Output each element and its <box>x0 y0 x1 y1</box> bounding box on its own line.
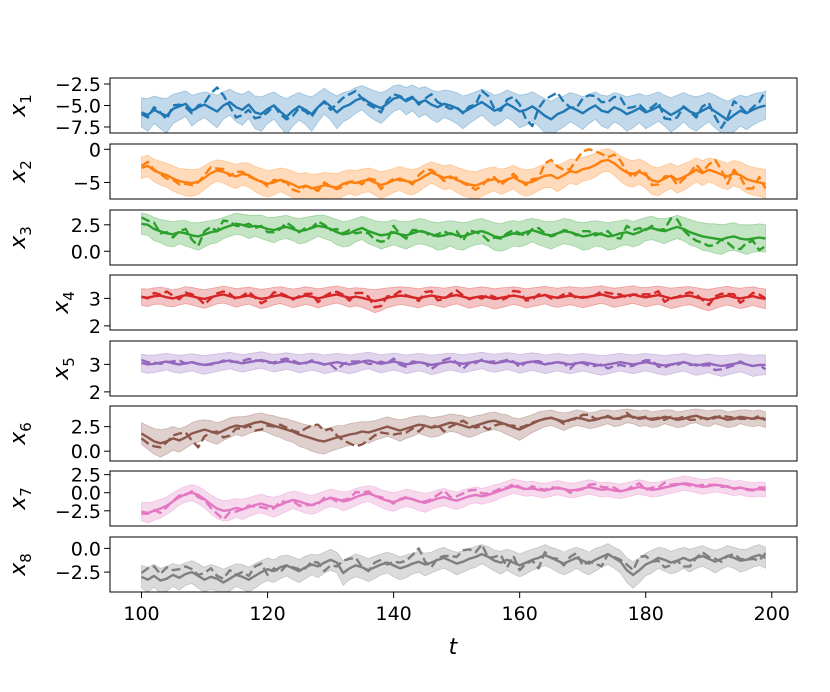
y-tick-label: 2 <box>89 382 101 404</box>
x-tick-label: 100 <box>123 603 159 625</box>
y-tick-label: 2.5 <box>71 465 101 487</box>
subplot-x1: −2.5−5.0−7.5 x1 <box>6 74 798 139</box>
subplot-frame <box>109 340 798 397</box>
subplot-x2: 0 −5 x2 <box>6 139 798 200</box>
subplot-frame <box>109 209 798 266</box>
uncertainty-band-x6 <box>141 408 766 458</box>
y-axis-label-x1: x1 <box>6 94 35 118</box>
truth-line-x5 <box>141 356 767 372</box>
subplot-x8: 0.0−2.5 x8 <box>6 536 798 593</box>
subplot-frame <box>109 405 798 462</box>
y-tick-label: 0.0 <box>71 241 101 263</box>
y-tick-label: −2.5 <box>55 74 101 96</box>
y-axis-label-x7: x7 <box>6 487 35 511</box>
mean-line-x2 <box>141 158 766 190</box>
x-axis-label: t <box>449 635 459 660</box>
subplot-x6: 2.50.0 x6 <box>6 405 798 463</box>
subplot-x3: 2.5 0.0 x3 <box>6 209 798 266</box>
y-tick-label: 2 <box>89 316 101 338</box>
mean-line-x5 <box>141 358 766 368</box>
x-tick-label: 140 <box>375 603 411 625</box>
subplot-x7: 2.50.0−2.5 x7 <box>6 465 798 527</box>
subplot-stack: −2.5−5.0−7.5x10−5x22.50.0x332x432x52.50.… <box>6 74 798 593</box>
y-axis-label-x5: x5 <box>49 357 78 381</box>
truth-line-x7 <box>141 481 766 521</box>
truth-line-x6 <box>140 411 767 449</box>
y-axis-label-x8: x8 <box>6 553 35 577</box>
y-axis-label-x4: x4 <box>49 291 78 315</box>
y-axis-label-x3: x3 <box>6 226 35 250</box>
y-tick-label: 0.0 <box>71 538 101 560</box>
y-tick-label: 0.0 <box>71 441 101 463</box>
subplot-x4: 3 2 x4 <box>49 274 798 338</box>
x-tick-label: 180 <box>628 603 664 625</box>
y-tick-label: 3 <box>89 354 101 376</box>
truth-line-x1 <box>140 86 767 130</box>
subplot-x5: 3 2 x5 <box>49 340 798 404</box>
uncertainty-band-x1 <box>141 84 766 133</box>
y-tick-label: −5 <box>73 172 101 194</box>
mean-line-x7 <box>141 482 766 515</box>
subplot-frame <box>109 143 798 200</box>
mean-line-x1 <box>141 95 766 122</box>
y-tick-label: −5.0 <box>55 96 101 118</box>
y-tick-label: 0 <box>89 139 101 161</box>
mean-line-x8 <box>140 552 767 584</box>
y-tick-label: −7.5 <box>55 117 101 139</box>
truth-line-x8 <box>140 543 767 580</box>
uncertainty-band-x5 <box>141 351 766 377</box>
y-tick-label: 2.5 <box>71 215 101 237</box>
shared-x-axis: 100 120 140 160 180 200 <box>123 592 790 625</box>
y-tick-label: −2.5 <box>55 562 101 584</box>
mean-line-x6 <box>140 414 766 445</box>
x-tick-label: 160 <box>502 603 538 625</box>
mean-line-x3 <box>141 222 766 241</box>
y-axis-label-x2: x2 <box>6 160 35 184</box>
subplot-frame <box>109 274 798 331</box>
subplot-frame <box>109 536 798 593</box>
x-tick-label: 200 <box>754 603 790 625</box>
y-axis-label-x6: x6 <box>6 422 35 446</box>
y-tick-label: 0.0 <box>71 483 101 505</box>
y-tick-label: 3 <box>89 288 101 310</box>
y-tick-label: −2.5 <box>55 501 101 523</box>
x-tick-label: 120 <box>249 603 285 625</box>
truth-line-x4 <box>141 289 767 309</box>
uncertainty-band-x8 <box>141 543 766 592</box>
y-tick-label: 2.5 <box>71 417 101 439</box>
mean-line-x4 <box>141 293 766 303</box>
subplot-frame <box>109 470 798 527</box>
